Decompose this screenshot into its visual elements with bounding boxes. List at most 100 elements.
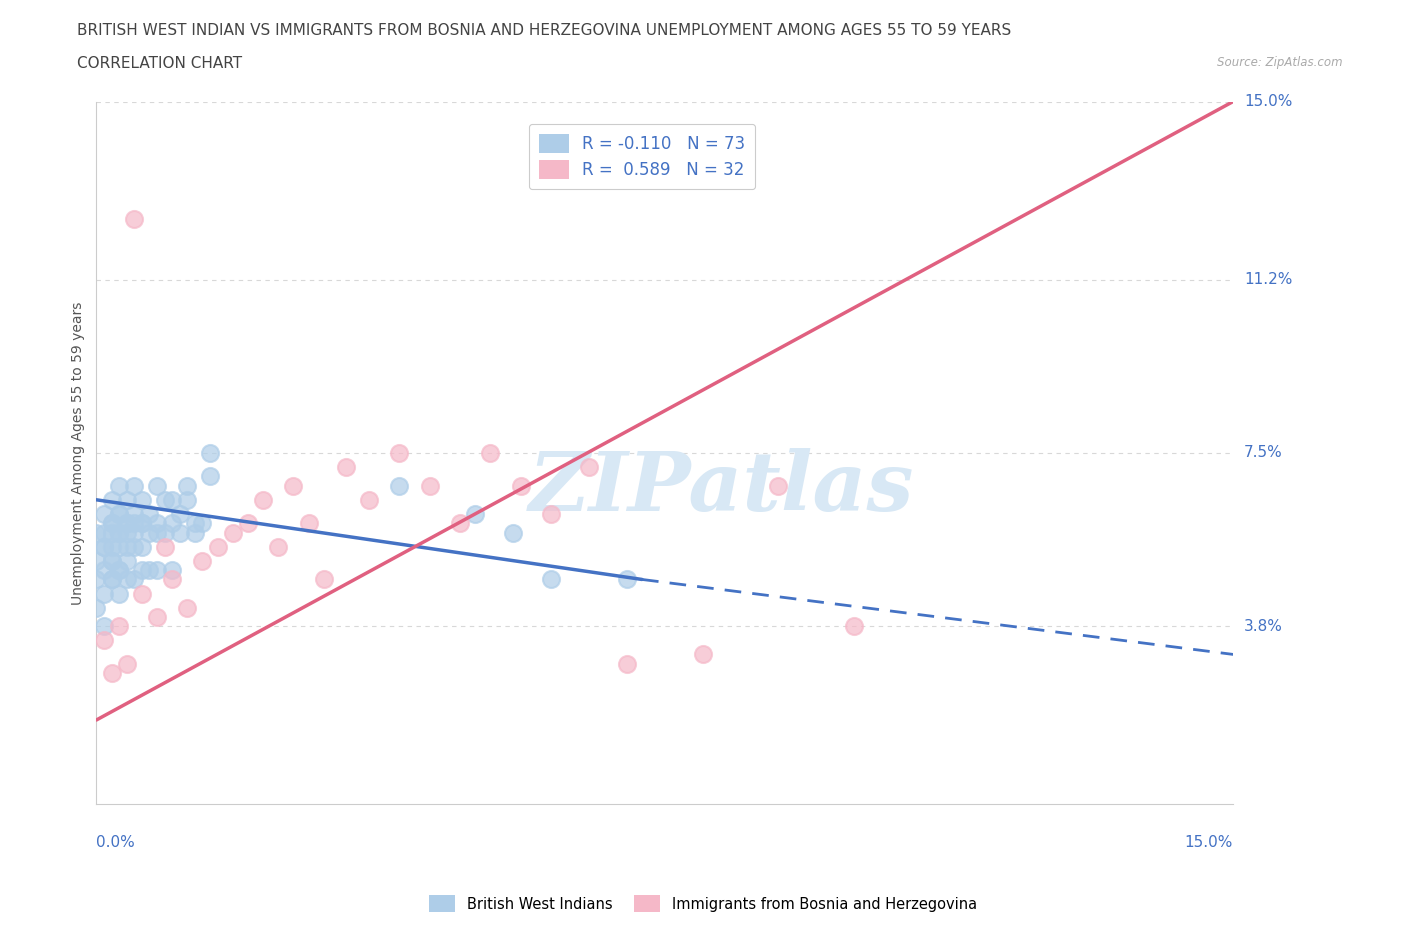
Point <box>198 445 221 460</box>
Point <box>146 478 169 493</box>
Point <box>93 633 115 648</box>
Point <box>509 478 531 493</box>
Point <box>86 600 108 615</box>
Point <box>122 507 145 522</box>
Point <box>160 572 183 587</box>
Point <box>540 572 562 587</box>
Point <box>160 563 183 578</box>
Point <box>176 492 198 507</box>
Point <box>844 618 866 633</box>
Point <box>160 492 183 507</box>
Point <box>176 478 198 493</box>
Text: ZIPatlas: ZIPatlas <box>529 448 914 528</box>
Point <box>388 445 411 460</box>
Point <box>100 539 122 554</box>
Point <box>86 553 108 568</box>
Point <box>236 516 259 531</box>
Point <box>122 525 145 540</box>
Point <box>153 539 176 554</box>
Point <box>93 586 115 601</box>
Point <box>131 563 153 578</box>
Point <box>146 525 169 540</box>
Point <box>176 600 198 615</box>
Point <box>108 539 131 554</box>
Point <box>131 492 153 507</box>
Point <box>108 563 131 578</box>
Point <box>93 525 115 540</box>
Text: 7.5%: 7.5% <box>1244 445 1282 460</box>
Point <box>108 507 131 522</box>
Point <box>138 525 160 540</box>
Point <box>131 539 153 554</box>
Point <box>388 478 411 493</box>
Text: BRITISH WEST INDIAN VS IMMIGRANTS FROM BOSNIA AND HERZEGOVINA UNEMPLOYMENT AMONG: BRITISH WEST INDIAN VS IMMIGRANTS FROM B… <box>77 23 1011 38</box>
Point <box>93 507 115 522</box>
Point <box>131 586 153 601</box>
Y-axis label: Unemployment Among Ages 55 to 59 years: Unemployment Among Ages 55 to 59 years <box>72 301 86 604</box>
Point <box>616 572 638 587</box>
Point <box>100 525 122 540</box>
Point <box>100 516 122 531</box>
Point <box>115 553 138 568</box>
Point <box>169 525 191 540</box>
Point <box>86 572 108 587</box>
Point <box>115 572 138 587</box>
Legend: British West Indians, Immigrants from Bosnia and Herzegovina: British West Indians, Immigrants from Bo… <box>423 890 983 918</box>
Point <box>115 516 138 531</box>
Point <box>616 657 638 671</box>
Point <box>108 586 131 601</box>
Point <box>207 539 229 554</box>
Point <box>768 478 790 493</box>
Point <box>138 563 160 578</box>
Point <box>160 516 183 531</box>
Point <box>578 459 600 474</box>
Point <box>100 516 122 531</box>
Point <box>108 507 131 522</box>
Point <box>93 618 115 633</box>
Point <box>479 445 502 460</box>
Point <box>184 525 207 540</box>
Point <box>100 572 122 587</box>
Point <box>297 516 319 531</box>
Point <box>252 492 274 507</box>
Text: CORRELATION CHART: CORRELATION CHART <box>77 56 242 71</box>
Point <box>191 553 214 568</box>
Point <box>100 553 122 568</box>
Point <box>692 647 714 662</box>
Point <box>184 516 207 531</box>
Point <box>222 525 245 540</box>
Text: 15.0%: 15.0% <box>1244 94 1292 109</box>
Text: 11.2%: 11.2% <box>1244 272 1292 287</box>
Point <box>146 516 169 531</box>
Point <box>153 492 176 507</box>
Point <box>115 525 138 540</box>
Point <box>283 478 305 493</box>
Point <box>100 553 122 568</box>
Text: Source: ZipAtlas.com: Source: ZipAtlas.com <box>1218 56 1343 69</box>
Point <box>335 459 357 474</box>
Point <box>93 539 115 554</box>
Point <box>108 618 131 633</box>
Point <box>108 563 131 578</box>
Point <box>169 507 191 522</box>
Point <box>122 516 145 531</box>
Point <box>86 525 108 540</box>
Legend: R = -0.110   N = 73, R =  0.589   N = 32: R = -0.110 N = 73, R = 0.589 N = 32 <box>529 124 755 189</box>
Point <box>131 516 153 531</box>
Point <box>131 516 153 531</box>
Text: 15.0%: 15.0% <box>1185 835 1233 850</box>
Point <box>115 657 138 671</box>
Point <box>146 609 169 624</box>
Point <box>312 572 335 587</box>
Text: 3.8%: 3.8% <box>1244 618 1284 634</box>
Point <box>115 516 138 531</box>
Point <box>540 507 562 522</box>
Point <box>100 572 122 587</box>
Text: 0.0%: 0.0% <box>97 835 135 850</box>
Point <box>115 539 138 554</box>
Point <box>108 525 131 540</box>
Point <box>153 525 176 540</box>
Point <box>138 507 160 522</box>
Point <box>198 469 221 484</box>
Point <box>122 539 145 554</box>
